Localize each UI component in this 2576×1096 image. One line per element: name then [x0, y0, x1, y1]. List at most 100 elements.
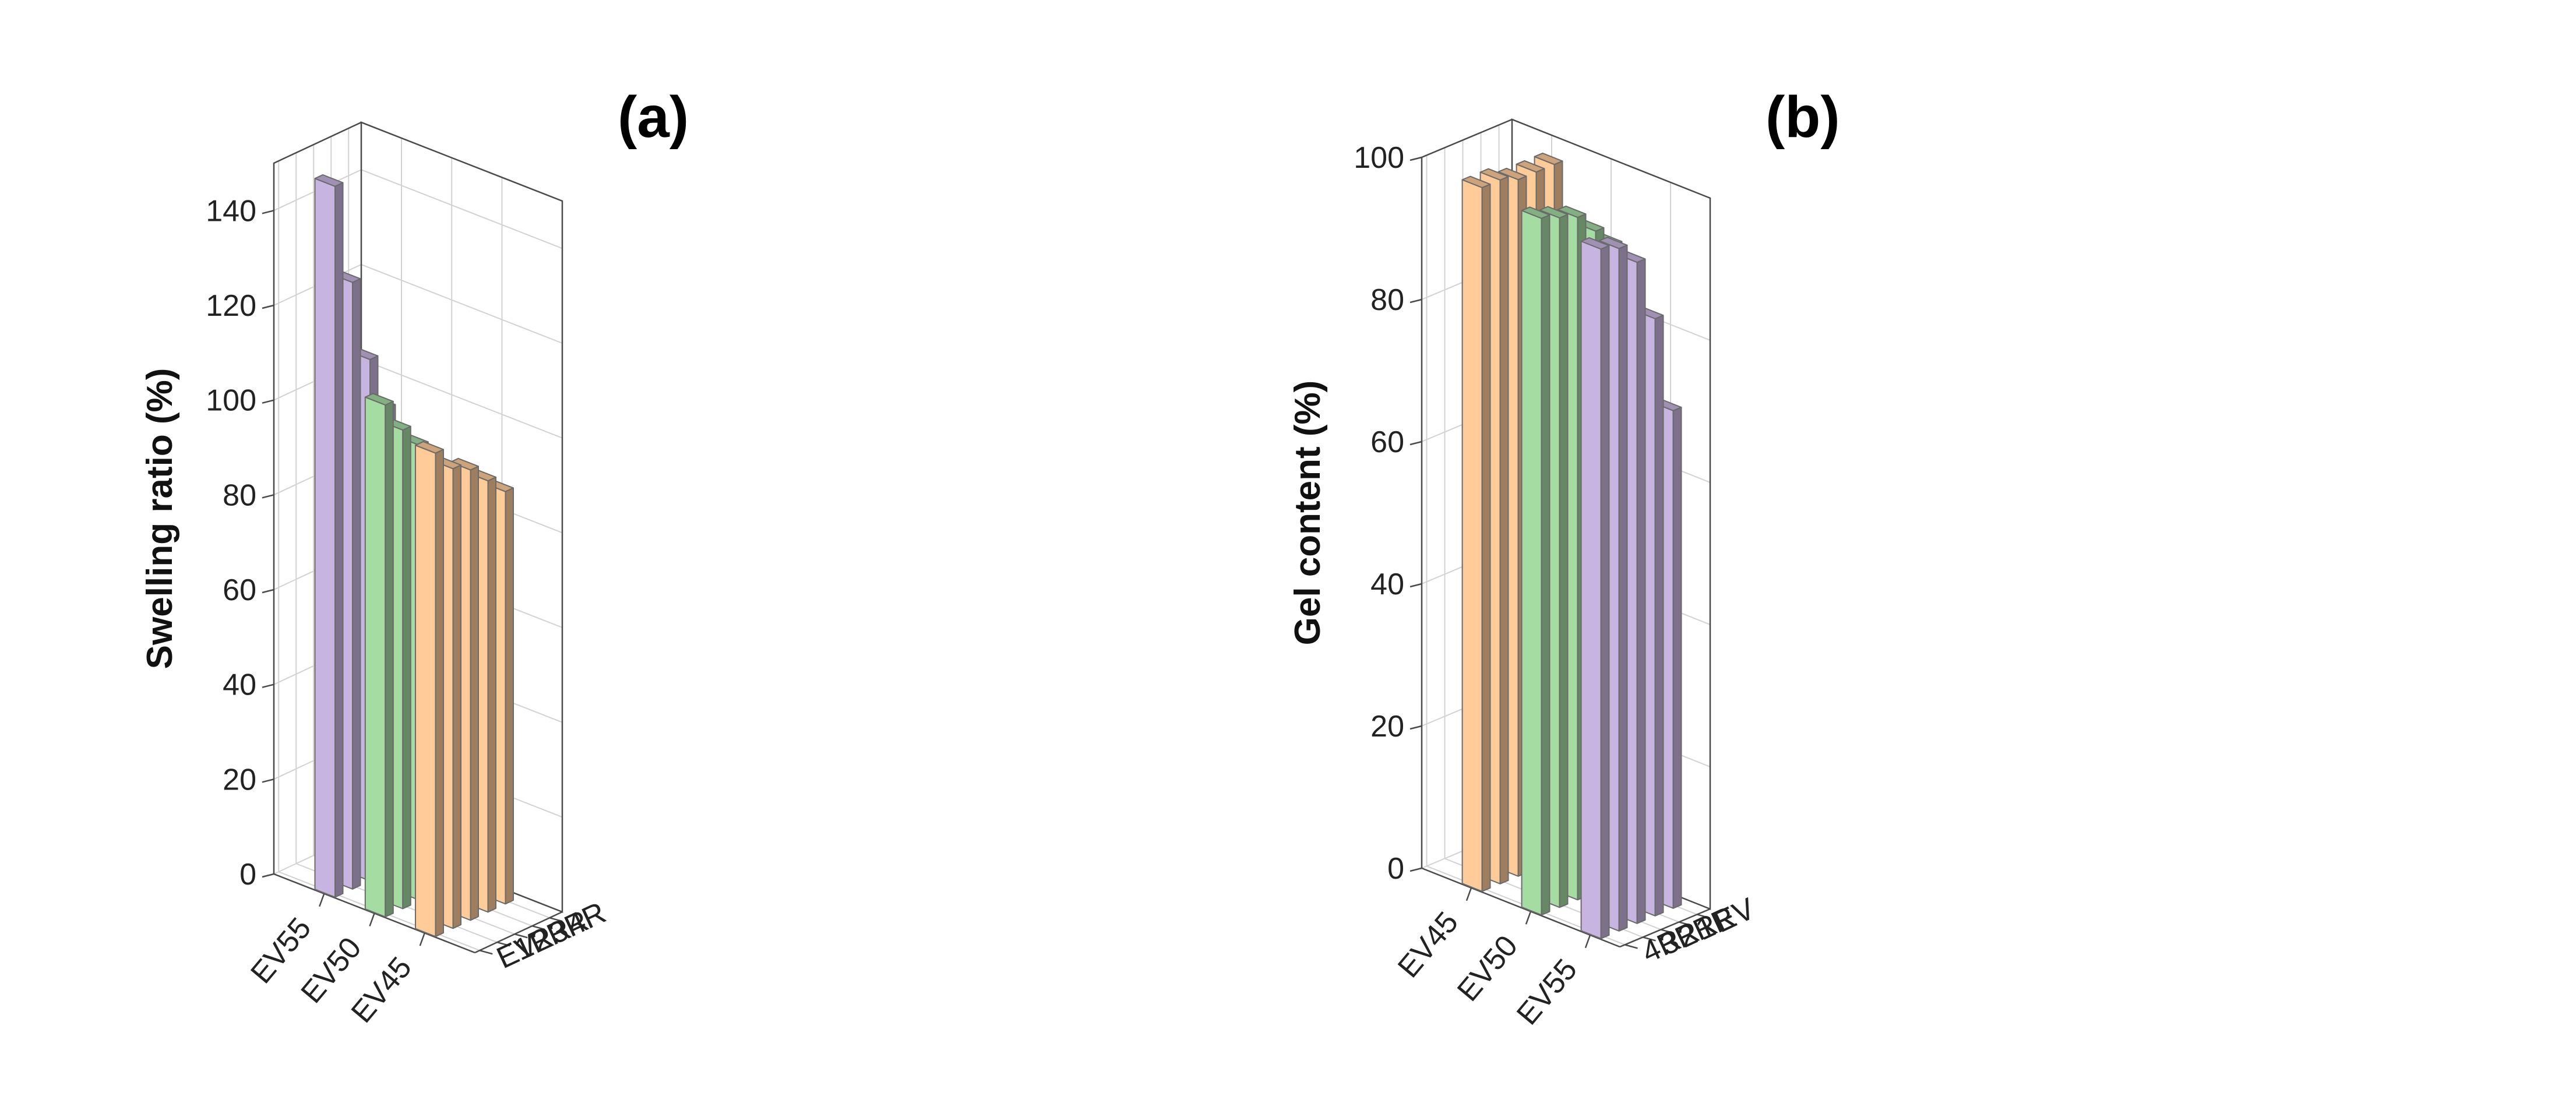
depth-tick	[1661, 929, 1674, 934]
y-tick	[262, 210, 274, 214]
bar-front-face	[314, 178, 336, 898]
bar-top-face	[364, 393, 394, 406]
chart-panel-a: 0 20 40 60 80 100 120 140 Swelling ratio (%) EV55…	[140, 84, 689, 1029]
depth-axis	[474, 911, 563, 954]
group-tick	[1465, 887, 1472, 901]
bar-side-face	[505, 487, 514, 905]
y-tick	[262, 304, 274, 309]
y-tick-label: 80	[1370, 283, 1404, 317]
y-tick-label: 60	[1370, 425, 1404, 459]
chart-panel-b: 0 20 40 60 80 100 Gel content (%) EV45EV50EV55E…	[1288, 84, 1840, 1031]
y-axis-title: Gel content (%)	[1288, 380, 1328, 646]
bar-front-face	[1580, 241, 1602, 939]
bar-side-face	[1672, 407, 1682, 909]
bars	[314, 174, 514, 938]
depth-tick	[549, 917, 563, 922]
group-tick	[369, 913, 375, 926]
bar-side-face	[1541, 214, 1550, 916]
panel-label: (b)	[1766, 84, 1840, 150]
y-tick-label: 0	[239, 858, 256, 891]
y-tick-label: 0	[1387, 852, 1404, 886]
bar-side-face	[435, 449, 444, 938]
bar-top-face	[450, 457, 479, 471]
bar-side-face	[452, 464, 461, 929]
bar-top-face	[1539, 206, 1569, 219]
bar-top-face	[1497, 167, 1527, 181]
y-ticks: 0 20 40 60 80 100 120 140	[206, 194, 274, 891]
group-label: EV55	[1510, 953, 1584, 1031]
y-tick	[262, 588, 274, 594]
group-tick	[1584, 935, 1591, 949]
y-tick	[262, 873, 274, 878]
bar-ev55-ev	[314, 174, 344, 898]
bar-side-face	[1654, 315, 1664, 917]
group-tick	[419, 932, 425, 946]
y-tick-label: 100	[1354, 141, 1404, 175]
bar-side-face	[385, 400, 394, 918]
y-ticks: 0 20 40 60 80 100	[1354, 141, 1422, 886]
y-tick	[262, 778, 274, 783]
group-axis	[1421, 867, 1620, 948]
side-wall	[273, 121, 362, 874]
bar-top-face	[415, 440, 444, 454]
group-tick	[319, 893, 325, 907]
bar-top-face	[1521, 206, 1550, 219]
y-tick-label: 60	[223, 573, 256, 607]
y-tick-label: 40	[223, 668, 256, 702]
bar-top-face	[1557, 205, 1587, 219]
y-tick	[1409, 156, 1422, 161]
bar-ev50-ev	[364, 393, 394, 918]
depth-axis	[1619, 908, 1711, 948]
bar-top-face	[1479, 168, 1509, 181]
depth-tick	[1697, 914, 1710, 919]
y-tick	[1409, 725, 1422, 730]
y-tick	[262, 399, 274, 404]
bar-side-face	[352, 278, 361, 890]
y-tick	[262, 494, 274, 499]
depth-tick	[531, 925, 545, 931]
depth-tick	[1679, 921, 1692, 926]
y-tick	[1409, 867, 1422, 872]
bar-ev50-4r	[1521, 206, 1550, 916]
y-tick	[1409, 440, 1422, 446]
y-tick	[1409, 583, 1422, 588]
depth-tick	[496, 941, 510, 947]
bar-front-face	[415, 445, 436, 938]
y-tick-label: 80	[223, 478, 256, 512]
y-tick	[1409, 298, 1422, 304]
bar-side-face	[1499, 176, 1509, 884]
bar-front-face	[364, 396, 386, 918]
bar-side-face	[487, 476, 496, 913]
y-tick-label: 20	[223, 763, 256, 797]
bar-top-face	[1534, 152, 1563, 165]
y-tick-label: 120	[206, 289, 256, 323]
y-tick-label: 140	[206, 194, 256, 228]
group-label: EV50	[1451, 929, 1524, 1008]
y-tick-label: 100	[206, 384, 256, 418]
group-tick	[1525, 911, 1532, 925]
depth-tick	[514, 933, 528, 939]
bar-side-face	[1559, 214, 1569, 908]
bar-side-face	[1636, 258, 1646, 924]
bars	[1461, 152, 1682, 939]
y-tick-label: 20	[1370, 710, 1404, 743]
bar-side-face	[402, 425, 411, 910]
panel-label: (a)	[618, 84, 689, 150]
depth-tick	[479, 949, 493, 955]
bar-top-face	[314, 174, 344, 187]
group-label: EV45	[1391, 905, 1465, 984]
bar-front-face	[1521, 210, 1542, 916]
depth-tick	[1643, 936, 1656, 942]
bar-ev55-4r	[1580, 237, 1610, 939]
bar-top-face	[1516, 160, 1545, 173]
y-axis-title: Swelling ratio (%)	[140, 368, 180, 669]
bar-side-face	[334, 182, 344, 898]
bar-front-face	[1461, 179, 1483, 892]
y-tick-label: 40	[1370, 568, 1404, 601]
y-tick	[262, 683, 274, 688]
depth-tick	[1624, 944, 1638, 949]
